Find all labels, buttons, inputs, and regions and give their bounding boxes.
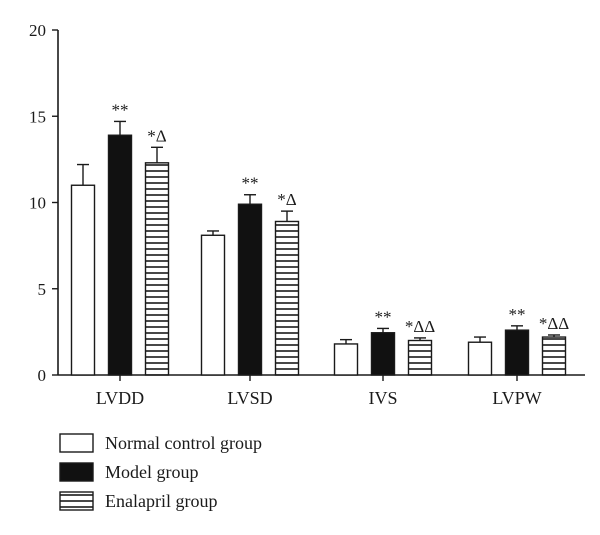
bar [237,203,263,376]
legend-swatch [59,433,94,453]
y-tick-label: 20 [29,21,46,40]
significance-label: ** [112,100,129,119]
significance-label: *ΔΔ [539,314,569,333]
x-tick-label: LVDD [96,388,144,408]
plot-area: 0 5 10 15 20 LVDD LVSD IVS LVPW ** ** ** ** *Δ *Δ *ΔΔ *Δ… [29,21,585,408]
significance-label: ** [375,307,392,326]
x-tick-label: IVS [368,388,397,408]
legend-label: Enalapril group [105,491,217,511]
significance-label: ** [242,174,259,193]
bar [504,329,530,376]
legend-swatch [59,491,94,511]
legend-label: Model group [105,462,199,482]
bar [370,332,396,376]
significance-label: *ΔΔ [405,317,435,336]
y-tick-label: 10 [29,194,46,213]
significance-label: ** [509,305,526,324]
significance-label: *Δ [277,190,297,209]
significance-label: *Δ [147,126,167,145]
x-tick-label: LVSD [227,388,272,408]
bar [407,339,433,376]
y-tick-label: 5 [38,280,47,299]
legend-label: Normal control group [105,433,262,453]
bar [541,336,567,376]
bar [333,343,359,376]
y-tick-label: 15 [29,107,46,126]
bar [274,220,300,376]
bar [70,184,96,376]
y-tick-label: 0 [38,366,47,385]
bar [144,162,170,376]
legend-swatch [59,462,94,482]
x-tick-label: LVPW [492,388,541,408]
legend: Normal control group Model group Enalapril… [59,433,262,511]
bar [467,341,493,376]
bar [200,234,226,376]
bar [107,134,133,376]
